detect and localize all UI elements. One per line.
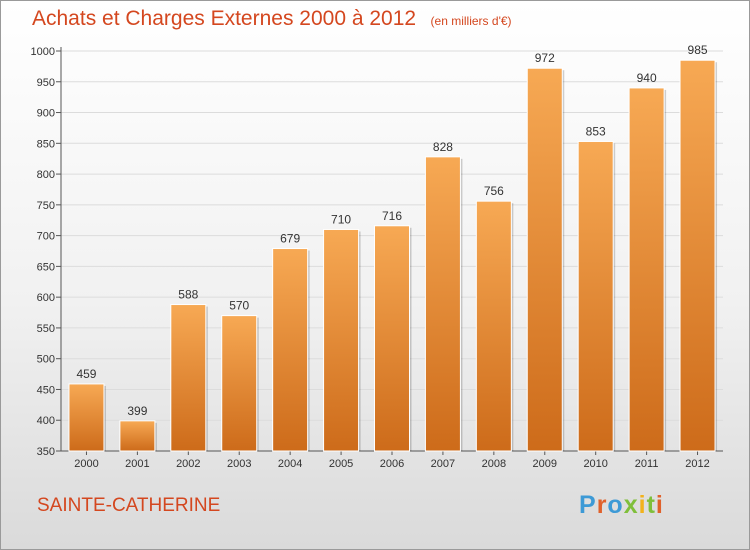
y-tick-label: 350: [37, 446, 55, 458]
bar: [679, 59, 716, 452]
y-tick-label: 750: [37, 200, 55, 212]
y-tick-label: 700: [37, 231, 55, 243]
y-tick-label: 850: [37, 138, 55, 150]
y-tick-label: 950: [37, 77, 55, 89]
bar: [221, 315, 258, 452]
title-line: Achats et Charges Externes 2000 à 2012 (…: [32, 7, 512, 31]
x-tick-label: 2012: [685, 458, 709, 470]
x-tick-label: 2004: [278, 458, 302, 470]
x-tick-label: 2010: [583, 458, 607, 470]
city-name: SAINTE-CATHERINE: [37, 495, 221, 516]
y-tick-label: 900: [37, 108, 55, 120]
x-tick-label: 2005: [329, 458, 353, 470]
bar: [272, 248, 309, 452]
x-tick-label: 2000: [74, 458, 98, 470]
y-tick-label: 650: [37, 261, 55, 273]
proxiti-logo[interactable]: Proxiti: [579, 491, 664, 520]
y-tick-labels: 350 400 450 500 550 600 650 700 750 800 850 900 950 1…: [31, 46, 55, 458]
bar: [170, 304, 207, 452]
data-label: 853: [586, 124, 606, 138]
data-label: 756: [484, 184, 504, 198]
bar: [628, 87, 665, 452]
bar: [577, 140, 614, 452]
x-tick-labels: 2000 2001 2002 2003 2004 2005 2006 2007 2008 2009…: [74, 458, 710, 470]
logo-letter: P: [579, 491, 597, 519]
y-tick-label: 1000: [31, 46, 55, 58]
x-tick-label: 2008: [482, 458, 506, 470]
data-label: 940: [637, 71, 657, 85]
logo-letter: i: [655, 491, 664, 519]
data-label: 985: [688, 43, 708, 57]
data-label: 399: [127, 404, 147, 418]
x-tick-label: 2006: [380, 458, 404, 470]
logo-letter: i: [638, 491, 647, 519]
bar: [119, 420, 156, 452]
y-tick-label: 550: [37, 323, 55, 335]
y-tick-label: 450: [37, 384, 55, 396]
data-label: 972: [535, 51, 555, 65]
x-tick-label: 2007: [431, 458, 455, 470]
bar: [68, 383, 105, 452]
data-label: 570: [229, 299, 249, 313]
data-label: 679: [280, 232, 300, 246]
logo-letter: x: [623, 491, 639, 519]
x-tick-label: 2003: [227, 458, 251, 470]
x-tick-label: 2009: [533, 458, 557, 470]
y-tick-label: 400: [37, 415, 55, 427]
data-label: 716: [382, 209, 402, 223]
logo-letter: r: [596, 491, 608, 519]
x-tick-label: 2001: [125, 458, 149, 470]
y-tick-label: 600: [37, 292, 55, 304]
data-label: 459: [76, 367, 96, 381]
bar: [424, 156, 461, 452]
chart-subtitle: (en milliers d'€): [430, 14, 512, 28]
y-tick-label: 800: [37, 169, 55, 181]
bars: [68, 59, 718, 452]
data-label: 588: [178, 288, 198, 302]
data-label: 828: [433, 140, 453, 154]
bar: [475, 200, 512, 452]
y-tick-label: 500: [37, 354, 55, 366]
logo-letter: t: [646, 491, 656, 519]
chart-title: Achats et Charges Externes 2000 à 2012: [32, 7, 417, 30]
data-label: 710: [331, 212, 351, 226]
x-tick-label: 2002: [176, 458, 200, 470]
data-labels: 459 399 588 570 679 710 716 828 756 972 853 940 985: [76, 43, 707, 418]
bar: [323, 228, 360, 452]
x-tick-label: 2011: [635, 458, 659, 470]
bar: [526, 67, 563, 452]
bar: [374, 225, 410, 452]
logo-letter: o: [607, 491, 624, 519]
